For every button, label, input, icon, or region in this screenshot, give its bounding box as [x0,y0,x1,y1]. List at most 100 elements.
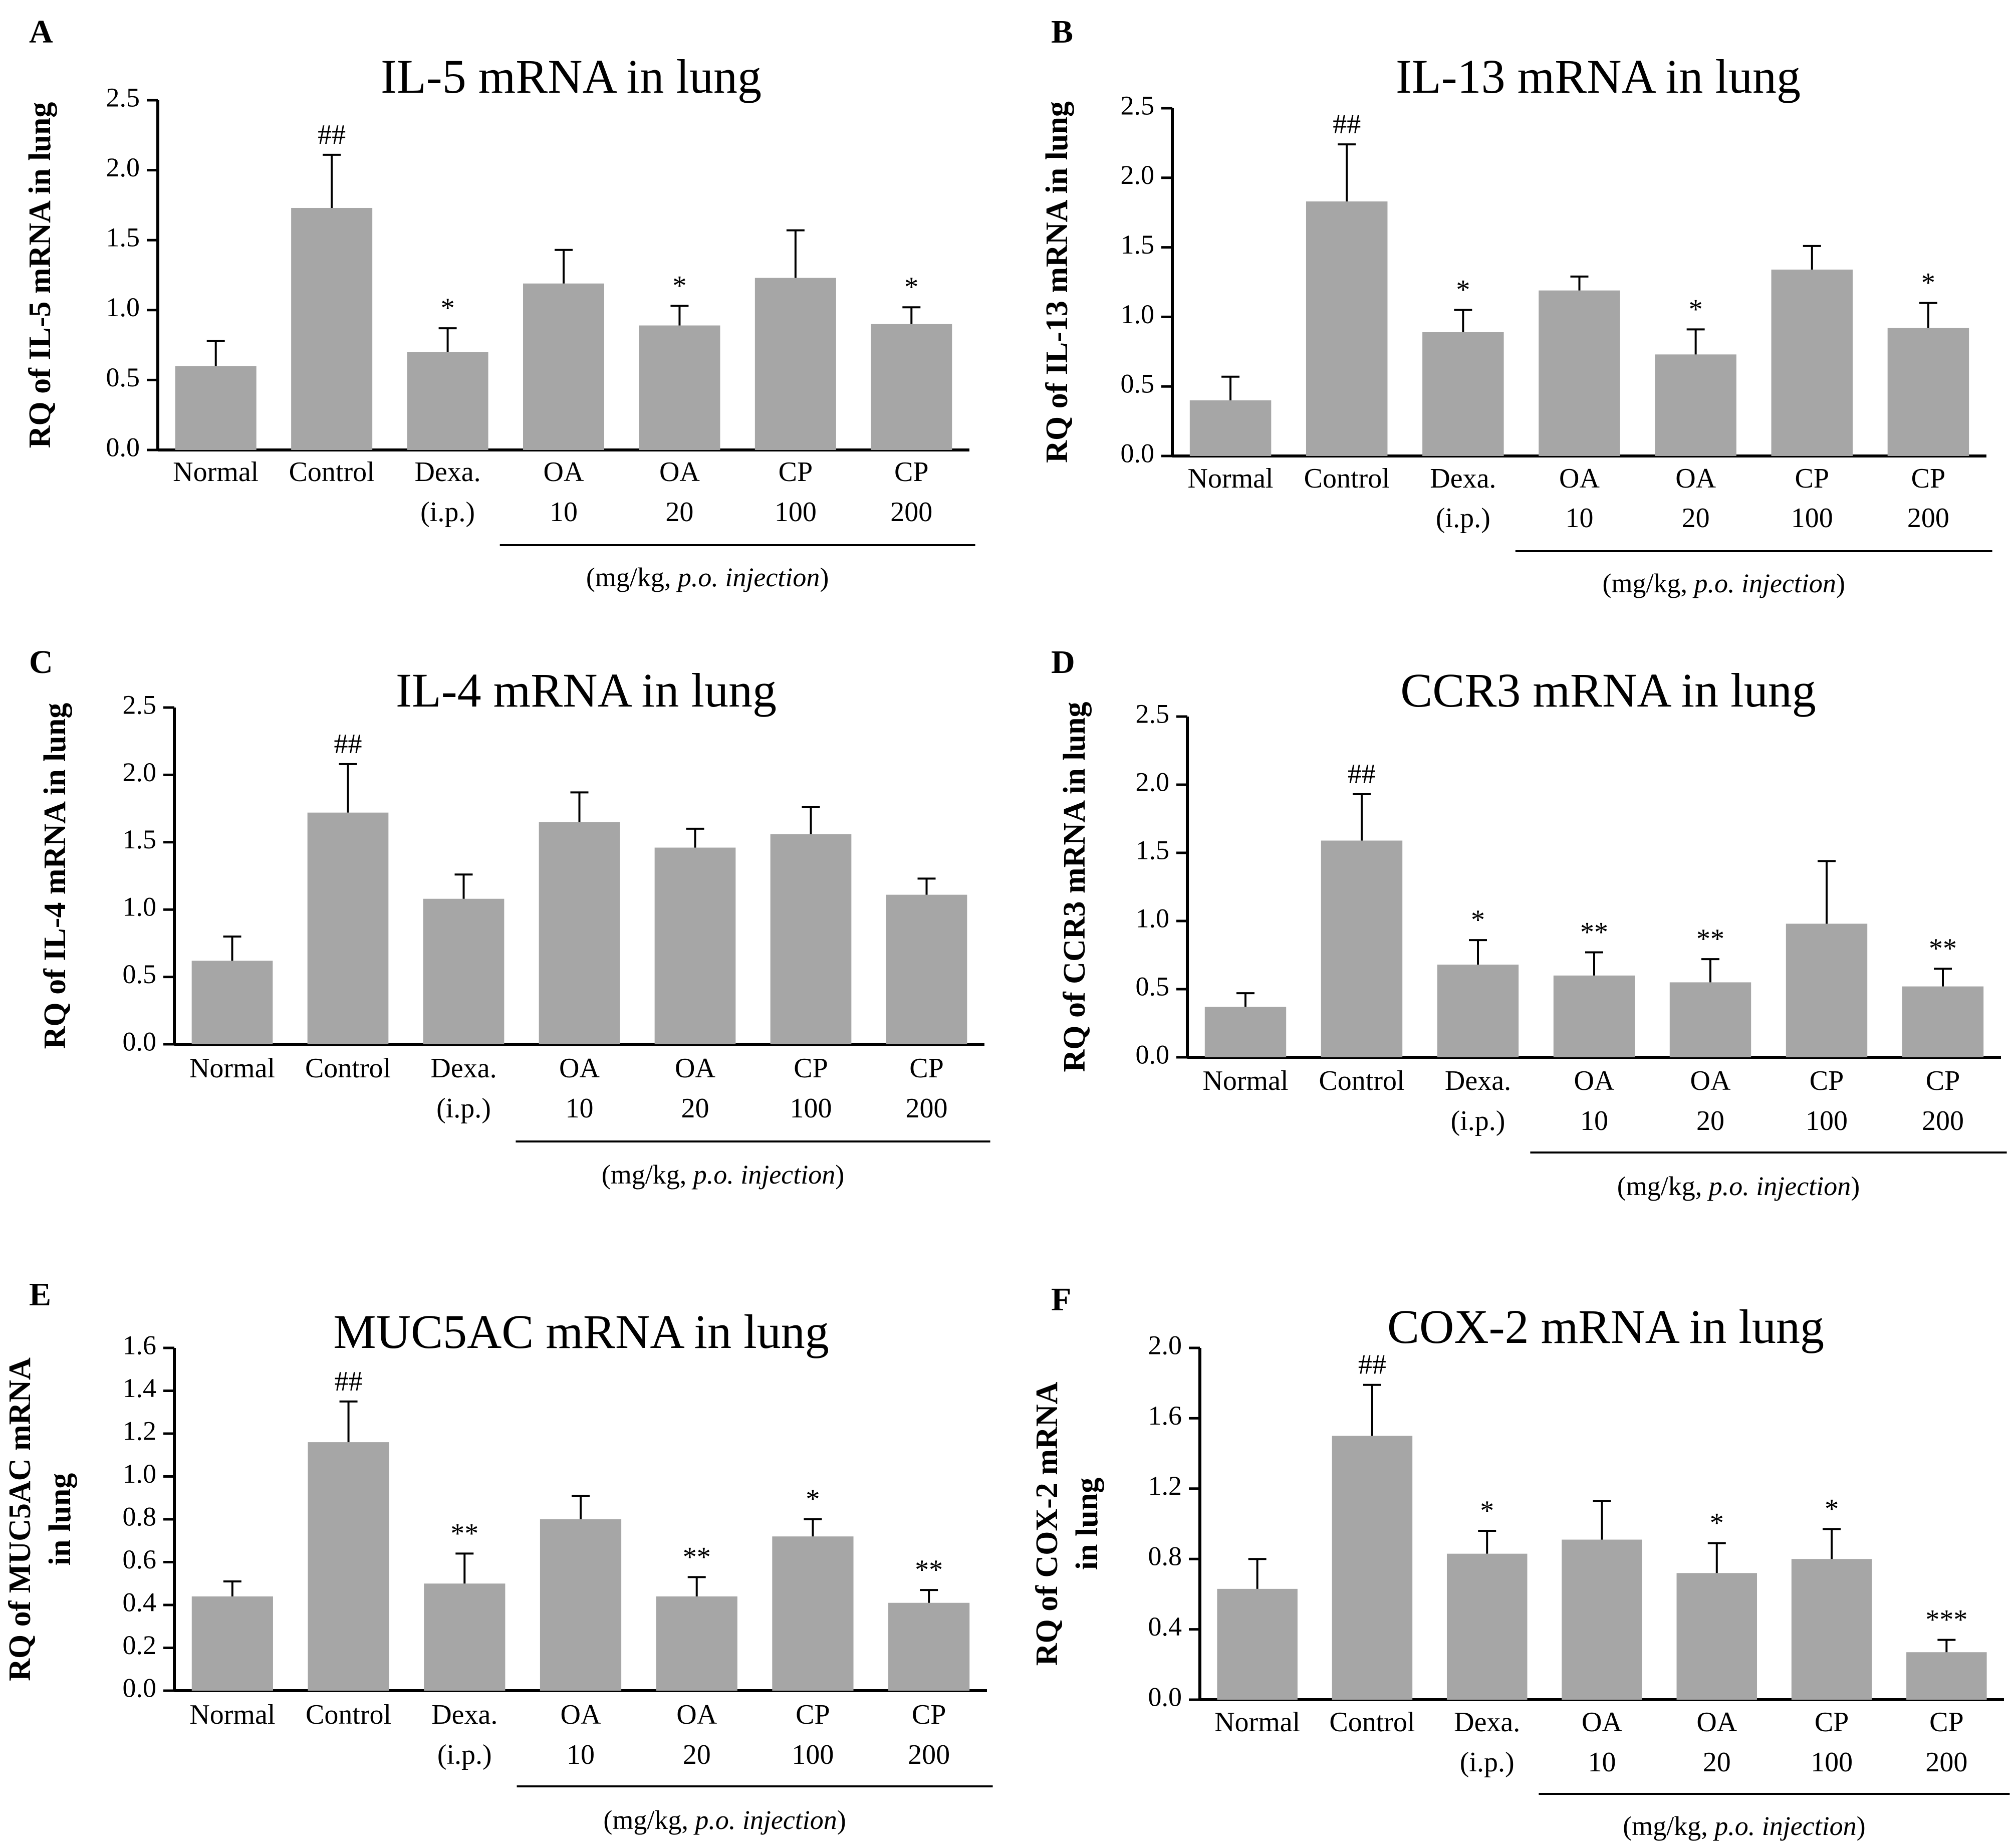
category-label: Control [1304,463,1390,494]
significance-marker: * [1480,1495,1494,1526]
significance-marker: ** [915,1554,943,1585]
y-tick-label: 0.5 [123,959,157,989]
bar-2 [1422,332,1504,456]
category-label: CP [1929,1707,1964,1738]
significance-marker: * [1456,275,1470,306]
y-tick-label: 2.5 [123,689,157,720]
bar-6 [1902,986,1984,1057]
y-tick-label: 2.0 [106,152,140,182]
group-label-prefix: (mg/kg, [603,1805,695,1835]
chart-title: IL-4 mRNA in lung [396,663,777,717]
group-label-route: p.o. injection [1707,1171,1851,1201]
group-label-suffix: ) [1836,568,1845,598]
group-label-prefix: (mg/kg, [586,562,678,592]
category-label: 10 [1588,1747,1616,1778]
category-label: 200 [1922,1105,1964,1136]
bar-0 [1204,1007,1287,1057]
group-label-prefix: (mg/kg, [1602,568,1694,598]
y-tick-label: 1.5 [1136,835,1170,865]
category-label: Dexa. [430,1053,496,1084]
bar-5 [1786,924,1868,1057]
bar-3 [1539,290,1620,456]
bar-2 [424,1583,506,1691]
y-axis-label-line: RQ of IL-5 mRNA in lung [23,102,57,448]
y-tick-label: 0.6 [123,1544,157,1574]
y-tick-label: 2.5 [106,82,140,112]
significance-marker: * [672,270,686,301]
chart-title: IL-13 mRNA in lung [1396,50,1801,103]
y-tick-label: 1.0 [1121,299,1155,329]
significance-marker: * [904,272,918,303]
bar-0 [175,366,257,450]
category-label: OA [1559,463,1600,494]
bar-2 [1437,965,1519,1057]
bar-4 [656,1596,737,1691]
bar-1 [308,1442,389,1691]
category-label: CP [1795,463,1830,494]
category-label: Normal [1214,1707,1300,1738]
category-label: CP [894,456,929,488]
bar-3 [523,283,604,450]
significance-marker: * [441,293,455,324]
bar-1 [1306,201,1388,456]
category-label: 10 [1580,1105,1608,1136]
group-label-suffix: ) [820,562,829,592]
group-label: (mg/kg, p.o. injection) [1602,568,1845,598]
category-label: (i.p.) [1436,503,1490,534]
significance-marker: * [1710,1508,1724,1539]
group-label: (mg/kg, p.o. injection) [602,1160,844,1190]
significance-marker: * [806,1484,820,1515]
category-label: OA [561,1699,601,1730]
group-label-suffix: ) [1857,1811,1866,1841]
bar-0 [1217,1588,1298,1700]
y-tick-label: 0.5 [106,362,140,392]
y-tick-label: 0.4 [123,1587,157,1617]
category-label: CP [912,1699,946,1730]
significance-marker: ** [450,1518,478,1549]
significance-marker: ** [683,1541,711,1572]
bar-6 [886,894,967,1044]
bar-3 [539,822,620,1044]
y-axis-label-line: RQ of IL-13 mRNA in lung [1040,101,1074,463]
category-label: 200 [906,1093,948,1124]
bar-3 [1553,975,1635,1057]
chart-panel-b: B IL-13 mRNA in lung RQ of IL-13 mRNA in l… [1040,14,1992,598]
category-label: (i.p.) [437,1739,492,1770]
bar-1 [1332,1436,1413,1700]
y-tick-label: 1.4 [123,1373,157,1403]
bar-1 [307,812,389,1044]
chart-panel-c: C IL-4 mRNA in lung RQ of IL-4 mRNA in lun… [29,644,990,1190]
category-label: CP [796,1699,830,1730]
category-label: (i.p.) [420,497,475,528]
category-label: OA [1582,1707,1622,1738]
category-label: CP [779,456,813,488]
y-tick-label: 1.6 [123,1330,157,1360]
significance-marker: ## [1333,109,1361,140]
significance-marker: ** [1696,924,1724,955]
bar-6 [1887,328,1969,456]
group-label: (mg/kg, p.o. injection) [586,562,829,592]
y-axis-label: RQ of COX-2 mRNA in lung [1030,1382,1104,1666]
chart-title: MUC5AC mRNA in lung [333,1305,829,1358]
significance-marker: ** [1580,917,1608,948]
y-tick-label: 2.0 [1148,1330,1182,1360]
category-label: (i.p.) [436,1093,491,1124]
category-label: (i.p.) [1460,1747,1515,1778]
category-label: Control [1319,1065,1404,1096]
chart-title: COX-2 mRNA in lung [1387,1300,1824,1353]
category-label: 100 [1811,1747,1853,1778]
bar-6 [871,324,952,450]
bar-3 [540,1519,622,1691]
y-tick-label: 0.5 [1121,369,1155,399]
category-label: 100 [1806,1105,1848,1136]
significance-marker: * [1825,1494,1839,1525]
y-tick-label: 0.5 [1136,971,1170,1001]
category-label: 100 [790,1093,832,1124]
bar-5 [754,278,836,450]
bar-4 [1676,1573,1757,1700]
group-label-route: p.o. injection [691,1160,835,1190]
y-tick-label: 1.6 [1148,1401,1182,1431]
category-label: 20 [1696,1105,1724,1136]
y-tick-label: 2.5 [1121,90,1155,120]
chart-title: IL-5 mRNA in lung [381,50,762,103]
